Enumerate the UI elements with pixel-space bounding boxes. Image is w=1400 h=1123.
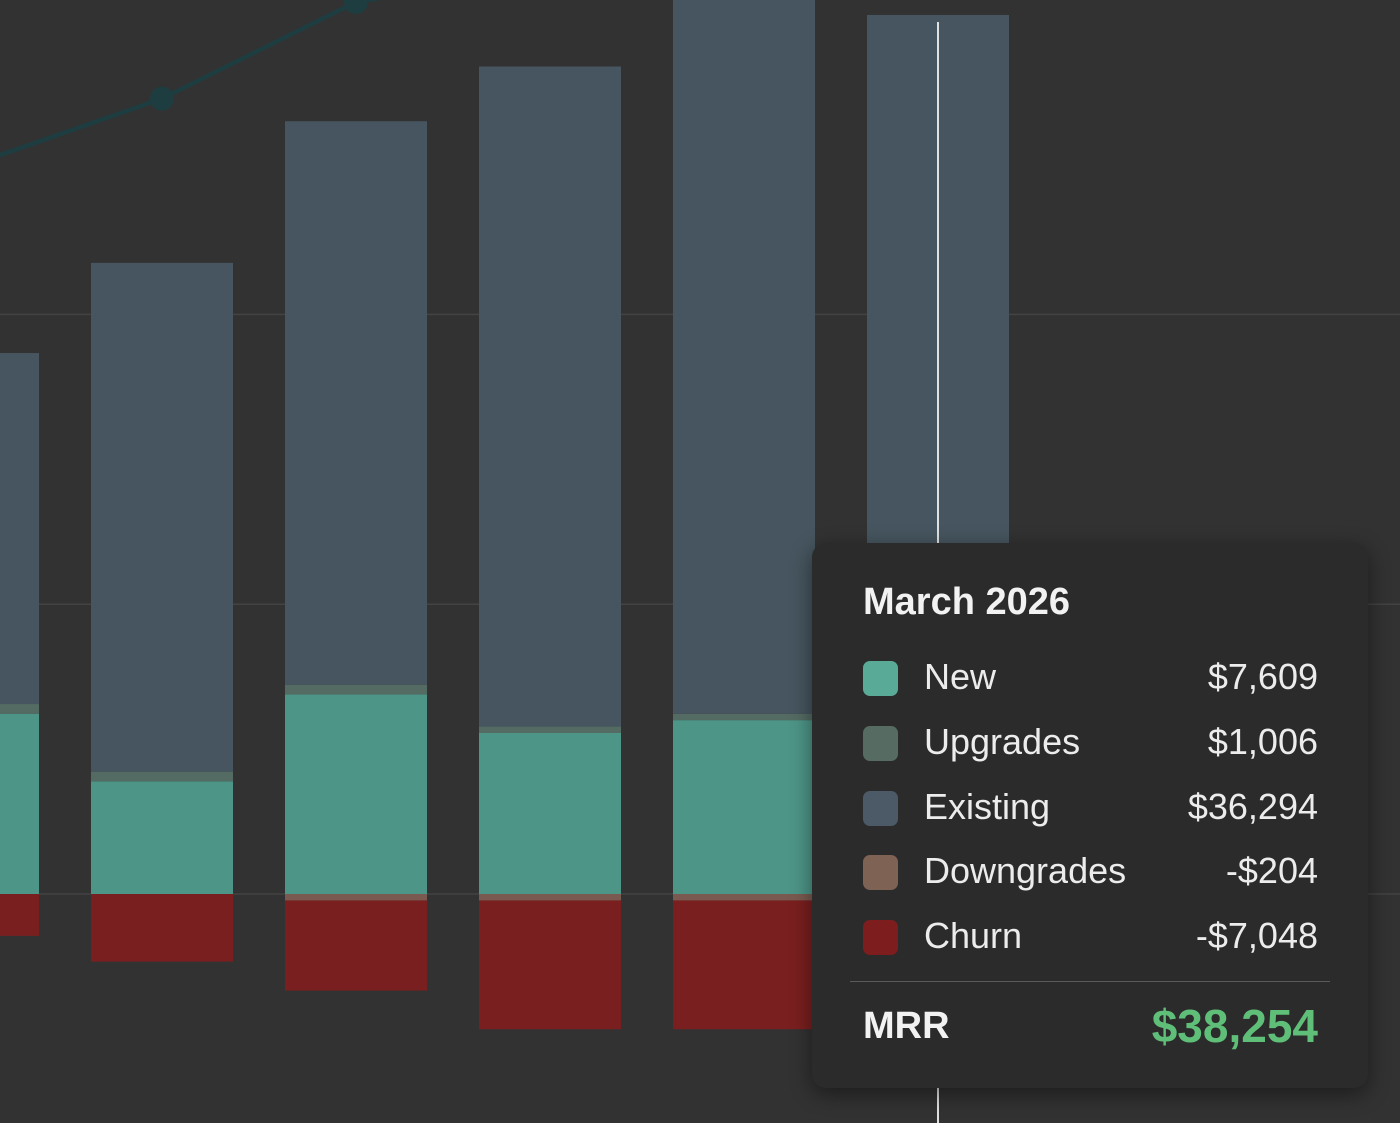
- bar-segment-new: [0, 713, 39, 894]
- bar-segment-upgrades: [673, 713, 815, 721]
- tooltip-title: March 2026: [863, 581, 1071, 623]
- bar-segment-churn: [673, 900, 815, 1030]
- chart-tooltip: March 2026 New $7,609 Upgrades $1,006 Ex…: [812, 543, 1368, 1088]
- new-swatch: [863, 661, 898, 696]
- tooltip-row-churn: Churn -$7,048: [863, 913, 1318, 959]
- bar-segment-churn: [479, 900, 621, 1030]
- bar-segment-downgrades: [479, 894, 621, 901]
- downgrades-swatch: [863, 855, 898, 890]
- bar-segment-upgrades: [91, 771, 233, 782]
- bar-segment-churn: [285, 900, 427, 991]
- bar-segment-downgrades: [285, 894, 427, 901]
- tooltip-total-label: MRR: [863, 1005, 950, 1047]
- bar-segment-existing: [0, 353, 39, 705]
- bar-segment-new: [479, 733, 621, 894]
- mrr-point: [344, 0, 368, 15]
- tooltip-value: $7,609: [1207, 656, 1318, 697]
- bar-segment-upgrades: [285, 684, 427, 695]
- churn-swatch: [863, 920, 898, 955]
- bar-segment-upgrades: [0, 704, 39, 714]
- bar-segment-new: [91, 781, 233, 894]
- bar-segment-upgrades: [479, 726, 621, 733]
- bar-segment-existing: [285, 121, 427, 685]
- mrr-line: [0, 0, 383, 158]
- tooltip-value: -$7,048: [1195, 915, 1318, 956]
- mrr-point: [150, 86, 174, 111]
- bar-segment-existing: [479, 66, 621, 727]
- bar-segment-existing: [91, 262, 233, 772]
- tooltip-divider: [850, 981, 1330, 982]
- tooltip-value: -$204: [1225, 850, 1318, 891]
- upgrades-swatch: [863, 726, 898, 761]
- bar-segment-churn: [91, 894, 233, 962]
- tooltip-total-value: $38,254: [1151, 1000, 1318, 1052]
- bar-segment-existing: [673, 0, 815, 714]
- bar-segment-new: [285, 694, 427, 894]
- bar-segment-churn: [0, 894, 39, 936]
- existing-swatch: [863, 791, 898, 826]
- bar-segment-new: [673, 720, 815, 894]
- tooltip-label: New: [924, 656, 997, 697]
- tooltip-label: Churn: [924, 915, 1023, 956]
- bar-segment-downgrades: [673, 894, 815, 901]
- tooltip-value: $36,294: [1187, 786, 1318, 827]
- tooltip-label: Downgrades: [924, 850, 1127, 891]
- tooltip-value: $1,006: [1207, 721, 1318, 762]
- tooltip-row-existing: Existing $36,294: [863, 784, 1318, 830]
- tooltip-row-new: New $7,609: [863, 654, 1318, 700]
- tooltip-label: Upgrades: [924, 721, 1081, 762]
- tooltip-label: Existing: [924, 786, 1051, 827]
- tooltip-row-downgrades: Downgrades -$204: [863, 848, 1318, 894]
- tooltip-row-upgrades: Upgrades $1,006: [863, 719, 1318, 765]
